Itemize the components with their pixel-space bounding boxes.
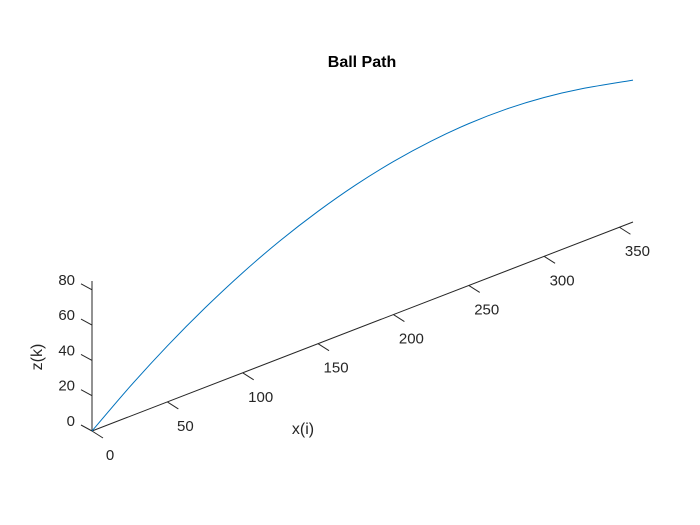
z-tick <box>80 283 93 291</box>
z-axis: 0 20 40 60 80 <box>58 272 93 432</box>
chart-title: Ball Path <box>328 54 396 71</box>
x-tick <box>619 226 631 235</box>
x-tick <box>543 255 556 264</box>
x-axis: 0 50 100 150 200 250 300 350 <box>91 221 650 464</box>
x-tick <box>468 285 481 293</box>
series-layer <box>91 79 634 432</box>
z-tick-label: 40 <box>58 342 75 359</box>
x-tick <box>317 343 330 352</box>
z-tick <box>80 424 93 432</box>
x-axis-line <box>91 221 634 432</box>
x-tick-label: 300 <box>550 272 575 289</box>
x-tick-label: 0 <box>106 447 114 464</box>
x-tick <box>242 372 254 381</box>
x-tick-label: 50 <box>177 418 194 435</box>
x-tick <box>91 430 104 439</box>
z-tick-label: 0 <box>67 413 75 430</box>
x-tick-label: 350 <box>625 243 650 260</box>
x-tick-label: 100 <box>248 389 273 406</box>
x-tick-label: 200 <box>399 331 424 348</box>
series-line <box>91 79 634 432</box>
x-tick-label: 150 <box>324 360 349 377</box>
x-axis-label: x(i) <box>292 421 314 438</box>
z-tick <box>80 389 93 397</box>
z-tick-label: 60 <box>58 307 75 324</box>
z-tick-label: 80 <box>58 272 75 289</box>
x-tick <box>393 314 405 322</box>
x-tick-label: 250 <box>474 301 499 318</box>
x-tick <box>167 401 179 410</box>
z-tick <box>80 318 93 326</box>
z-tick-label: 20 <box>58 378 75 395</box>
z-tick <box>80 353 93 361</box>
z-axis-label: z(k) <box>29 344 46 371</box>
